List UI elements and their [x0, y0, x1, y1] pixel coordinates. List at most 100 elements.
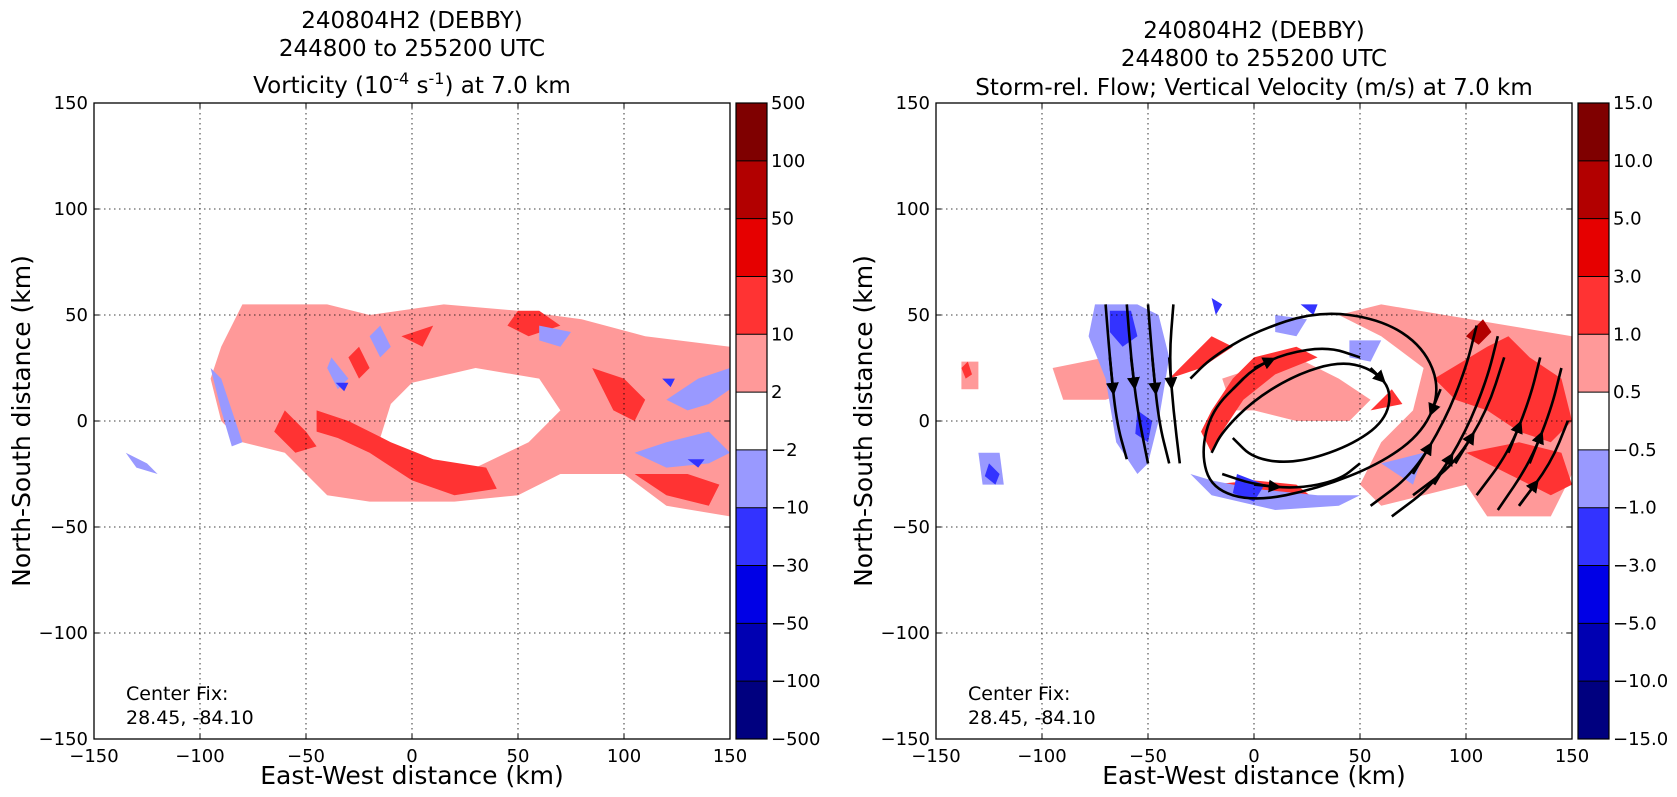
colorbar-label-4: −1.0	[1613, 498, 1657, 519]
x-tick-label-0: −150	[911, 746, 960, 767]
x-tick-label-1: −100	[1017, 746, 1066, 767]
streamline-arrow-1	[1126, 357, 1140, 391]
velocity-x-axis-label: East-West distance (km)	[1102, 761, 1406, 790]
vorticity-panel: 240804H2 (DEBBY) 244800 to 255200 UTC Vo…	[7, 8, 820, 790]
light-blue-region-5	[1381, 452, 1424, 485]
velocity-center-fix-coords: 28.45, -84.10	[968, 707, 1096, 729]
light-blue-region-5	[539, 325, 571, 347]
red-region-6	[401, 325, 434, 347]
colorbar-label-11: 15.0	[1613, 93, 1653, 114]
vorticity-field	[125, 304, 730, 517]
vorticity-title-line-2: 244800 to 255200 UTC	[279, 36, 545, 62]
vorticity-title-exponent-1: -4	[393, 69, 409, 88]
blue-region-2	[687, 459, 705, 468]
vorticity-center-fix-label: Center Fix:	[126, 683, 228, 705]
colorbar-segment-1	[736, 623, 767, 682]
y-tick-label-4: 50	[907, 305, 930, 326]
colorbar-label-6: 2	[771, 382, 782, 403]
colorbar-label-5: −2	[771, 440, 798, 461]
red-region-1	[1169, 336, 1233, 379]
colorbar-segment-10	[736, 103, 767, 161]
colorbar-label-0: −15.0	[1613, 729, 1668, 750]
red-region-3	[1466, 442, 1572, 496]
blue-region-0	[335, 382, 349, 392]
storm-relative-streamlines	[1104, 304, 1570, 518]
light-blue-region-6	[125, 452, 158, 474]
y-tick-label-6: 150	[54, 93, 88, 114]
velocity-title-line-2: 244800 to 255200 UTC	[1121, 46, 1387, 72]
colorbar-segment-0	[1578, 681, 1609, 739]
vorticity-center-fix-coords: 28.45, -84.10	[126, 707, 254, 729]
colorbar-segment-4	[1578, 449, 1609, 508]
colorbar-segment-9	[1578, 160, 1609, 219]
colorbar-label-9: 5.0	[1613, 209, 1642, 230]
vorticity-title-exponent-2: -1	[429, 69, 445, 88]
colorbar-label-8: 30	[771, 266, 794, 287]
red-region-2	[348, 346, 370, 379]
x-tick-label-6: 150	[1555, 746, 1589, 767]
colorbar-label-5: −0.5	[1613, 440, 1657, 461]
x-tick-label-3: 0	[1248, 746, 1259, 767]
vorticity-title-prefix: Vorticity (10	[253, 73, 393, 99]
x-tick-label-2: −50	[1129, 746, 1167, 767]
colorbar-label-11: 500	[771, 93, 805, 114]
colorbar-segment-3	[736, 507, 767, 566]
colorbar-label-7: 1.0	[1613, 324, 1642, 345]
red-region-6	[961, 361, 972, 379]
light-blue-region-0	[210, 368, 243, 447]
y-tick-label-2: −50	[50, 517, 88, 538]
streamline-arrow-10	[1454, 431, 1475, 465]
x-tick-label-1: −100	[175, 746, 224, 767]
streamline-arrow-7	[1253, 357, 1276, 370]
colorbar-label-6: 0.5	[1613, 382, 1642, 403]
streamline-arrow-2	[1148, 357, 1162, 396]
colorbar-label-2: −5.0	[1613, 613, 1657, 634]
red-region-5	[634, 474, 720, 506]
colorbar-segment-9	[736, 160, 767, 219]
velocity-colorbar: −15.0 −10.0 −5.0 −3.0 −1.0 −0.5 0.5 1.0 3.0 5.0 10…	[1577, 93, 1668, 750]
y-tick-label-0: −150	[39, 729, 88, 750]
colorbar-segment-7	[736, 276, 767, 335]
colorbar-label-4: −10	[771, 498, 809, 519]
red-region-0	[316, 410, 497, 496]
light-blue-region-4	[634, 431, 730, 468]
velocity-center-fix-label: Center Fix:	[968, 683, 1070, 705]
vorticity-grid	[94, 103, 730, 739]
red-region-5	[1370, 389, 1403, 411]
colorbar-label-3: −30	[771, 556, 809, 577]
colorbar-label-7: 10	[771, 324, 794, 345]
vorticity-colorbar: −500 −100 −50 −30 −10 −2 2 10 30 50 100 500	[735, 93, 820, 750]
colorbar-label-0: −500	[771, 729, 820, 750]
vorticity-title-line-1: 240804H2 (DEBBY)	[301, 8, 523, 34]
colorbar-segment-7	[1578, 276, 1609, 335]
y-tick-label-4: 50	[65, 305, 88, 326]
streamline-arrow-6	[1253, 479, 1282, 493]
x-tick-label-2: −50	[287, 746, 325, 767]
colorbar-label-10: 10.0	[1613, 151, 1653, 172]
streamline-5	[1210, 362, 1391, 463]
x-tick-label-6: 150	[713, 746, 747, 767]
colorbar-segment-5	[736, 392, 767, 450]
x-tick-label-4: 50	[1349, 746, 1372, 767]
colorbar-frame	[1577, 102, 1610, 740]
streamline-11	[1475, 357, 1542, 496]
streamline-arrow-3	[1164, 357, 1178, 391]
colorbar-label-1: −10.0	[1613, 671, 1668, 692]
streamline-arrow-11	[1507, 420, 1523, 454]
y-tick-label-5: 100	[54, 199, 88, 220]
colorbar-label-9: 50	[771, 209, 794, 230]
colorbar-segment-6	[1578, 334, 1609, 393]
streamline-arrow-4	[1428, 388, 1442, 417]
blue-region-3	[1211, 298, 1223, 315]
x-tick-label-5: 100	[607, 746, 641, 767]
vorticity-x-axis-label: East-West distance (km)	[260, 761, 564, 790]
red-region-3	[592, 368, 646, 421]
velocity-axis-ticks: −150 −100 −50 0 50 100 150 −150 −100 −50 0 50 100 150	[881, 93, 1590, 767]
y-tick-label-5: 100	[896, 199, 930, 220]
y-tick-label-3: 0	[77, 411, 88, 432]
streamline-arrow-13	[1517, 479, 1539, 507]
colorbar-segment-1	[1578, 623, 1609, 682]
colorbar-segment-10	[1578, 103, 1609, 161]
velocity-y-axis-label: North-South distance (km)	[849, 255, 878, 587]
